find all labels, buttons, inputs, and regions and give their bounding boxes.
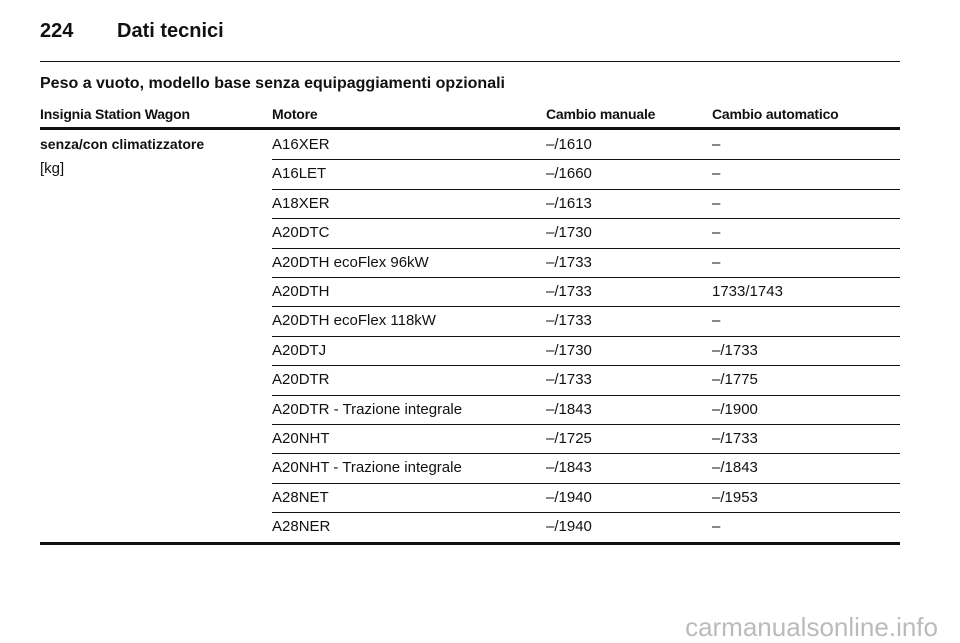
- table-cell: –: [712, 518, 721, 536]
- table-cell: –/1900: [712, 400, 758, 418]
- group-label: senza/con climatizzatore: [40, 136, 205, 152]
- column-header: Cambio manuale: [546, 106, 656, 122]
- row-rule: [272, 365, 900, 367]
- column-header: Cambio automatico: [712, 106, 839, 122]
- table-cell: –/1660: [546, 165, 592, 183]
- table-cell: A20DTH ecoFlex 118kW: [272, 312, 436, 330]
- row-rule: [272, 188, 900, 190]
- table-cell: A20NHT: [272, 430, 330, 447]
- table-cell: A28NET: [272, 488, 329, 506]
- table-cell: A16XER: [272, 136, 330, 153]
- table-cell: –/1940: [546, 488, 592, 506]
- table-cell: –/1733: [546, 283, 592, 300]
- table-cell: –/1733: [712, 341, 758, 359]
- table-bottom-rule: [40, 541, 900, 545]
- row-rule: [272, 482, 900, 484]
- row-rule: [272, 247, 900, 249]
- table-cell: –/1733: [546, 312, 592, 330]
- table-cell: –/1843: [546, 400, 592, 418]
- table-cell: –/1730: [546, 341, 592, 359]
- section-title: Peso a vuoto, modello base senza equipag…: [40, 75, 505, 92]
- header-rule: [40, 127, 900, 130]
- table-cell: –: [712, 224, 721, 242]
- table-cell: –/1610: [546, 136, 592, 153]
- row-rule: [272, 335, 900, 337]
- watermark: carmanualsonline.info: [685, 612, 938, 642]
- table-cell: –/1730: [546, 224, 592, 242]
- column-header: Insignia Station Wagon: [40, 106, 190, 122]
- table-cell: –/1953: [712, 488, 758, 506]
- table-cell: A18XER: [272, 194, 330, 212]
- table-cell: A20DTJ: [272, 341, 327, 359]
- table-cell: –: [712, 194, 721, 212]
- table-cell: –/1733: [546, 371, 592, 389]
- row-rule: [272, 159, 900, 161]
- table-cell: –/1843: [712, 459, 758, 477]
- table-cell: A16LET: [272, 165, 327, 183]
- table-cell: –: [712, 253, 721, 271]
- rule: [40, 61, 900, 62]
- row-rule: [272, 424, 900, 425]
- table-cell: –/1843: [546, 459, 592, 477]
- table-cell: A28NER: [272, 518, 331, 536]
- table-cell: –: [712, 312, 721, 330]
- row-rule: [272, 394, 900, 396]
- table-cell: A20NHT - Trazione integrale: [272, 459, 462, 477]
- page-title: Dati tecnici: [117, 20, 224, 42]
- row-rule: [272, 512, 900, 514]
- page-number: 224: [40, 20, 74, 42]
- row-rule: [272, 306, 900, 308]
- column-header: Motore: [272, 106, 318, 122]
- table-cell: –/1613: [546, 194, 592, 212]
- table-cell: 1733/1743: [712, 283, 783, 300]
- table-cell: A20DTR: [272, 371, 330, 389]
- row-rule: [272, 453, 900, 455]
- table-cell: –/1733: [546, 253, 592, 271]
- table-cell: A20DTH ecoFlex 96kW: [272, 253, 429, 271]
- table-cell: –/1733: [712, 430, 758, 447]
- row-rule: [272, 277, 900, 278]
- table-cell: –/1725: [546, 430, 592, 447]
- table-cell: –/1775: [712, 371, 758, 389]
- table-cell: A20DTR - Trazione integrale: [272, 400, 463, 418]
- table-cell: –: [712, 136, 721, 153]
- table-cell: A20DTC: [272, 224, 330, 242]
- table-cell: –/1940: [546, 518, 592, 536]
- row-rule: [272, 218, 900, 220]
- table-cell: –: [712, 165, 721, 183]
- table-cell: A20DTH: [272, 283, 330, 300]
- group-unit: [kg]: [40, 160, 65, 177]
